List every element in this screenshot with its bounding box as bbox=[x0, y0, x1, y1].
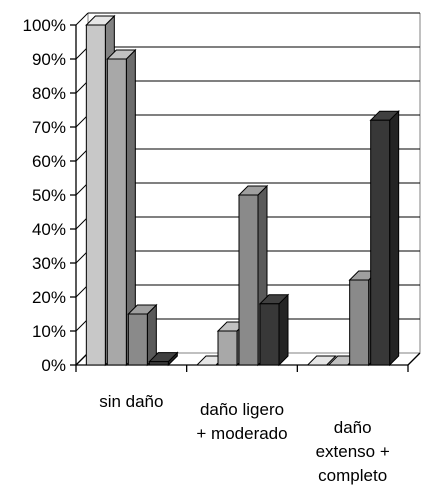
x-tick-label-line: sin daño bbox=[99, 392, 163, 411]
y-axis-ticks: 0% 10% 20% 30% 40% 50% 60% 70% 80% 90% 100% bbox=[23, 16, 76, 375]
y-tick-label: 100% bbox=[23, 16, 66, 35]
y-tick-label: 70% bbox=[32, 118, 66, 137]
bar bbox=[106, 48, 137, 367]
y-tick-label: 50% bbox=[32, 186, 66, 205]
floor-right-edge bbox=[407, 352, 421, 366]
bar-side bbox=[389, 109, 400, 367]
bar-front bbox=[349, 279, 370, 366]
bar-front bbox=[259, 303, 280, 366]
y-tick-label: 60% bbox=[32, 152, 66, 171]
bar bbox=[127, 303, 158, 367]
bar-top bbox=[306, 355, 337, 366]
x-tick-label-line: + moderado bbox=[196, 424, 287, 443]
bar bbox=[306, 355, 337, 366]
bar-front bbox=[106, 58, 127, 366]
x-tick-label-line: extenso + bbox=[316, 442, 390, 461]
bar-side bbox=[278, 293, 289, 367]
bar bbox=[148, 351, 179, 367]
x-tick-label-line: completo bbox=[318, 466, 387, 485]
gridline-slant bbox=[75, 12, 89, 26]
bar bbox=[369, 109, 400, 367]
bar-front bbox=[217, 330, 238, 366]
bar-front bbox=[127, 313, 148, 366]
x-tick-label: daño ligero + moderado bbox=[196, 400, 287, 443]
y-tick-label: 30% bbox=[32, 254, 66, 273]
bar bbox=[258, 293, 290, 367]
bar-front bbox=[238, 194, 259, 366]
x-axis-labels: sin daño daño ligero + moderado daño extenso… bbox=[99, 392, 390, 485]
bar-front bbox=[148, 361, 169, 366]
y-tick-label: 90% bbox=[32, 50, 66, 69]
bar-front bbox=[85, 24, 106, 366]
y-tick-label: 40% bbox=[32, 220, 66, 239]
x-tick-label-line: daño ligero bbox=[200, 400, 284, 419]
x-tick-label-line: daño bbox=[334, 418, 372, 437]
x-tick-label: daño extenso + completo bbox=[316, 418, 390, 485]
x-tick-label: sin daño bbox=[99, 392, 163, 411]
bar-front bbox=[370, 119, 391, 366]
y-tick-label: 80% bbox=[32, 84, 66, 103]
bars bbox=[85, 14, 400, 367]
y-tick-label: 20% bbox=[32, 288, 66, 307]
y-tick-label: 10% bbox=[32, 322, 66, 341]
y-tick-label: 0% bbox=[41, 356, 66, 375]
